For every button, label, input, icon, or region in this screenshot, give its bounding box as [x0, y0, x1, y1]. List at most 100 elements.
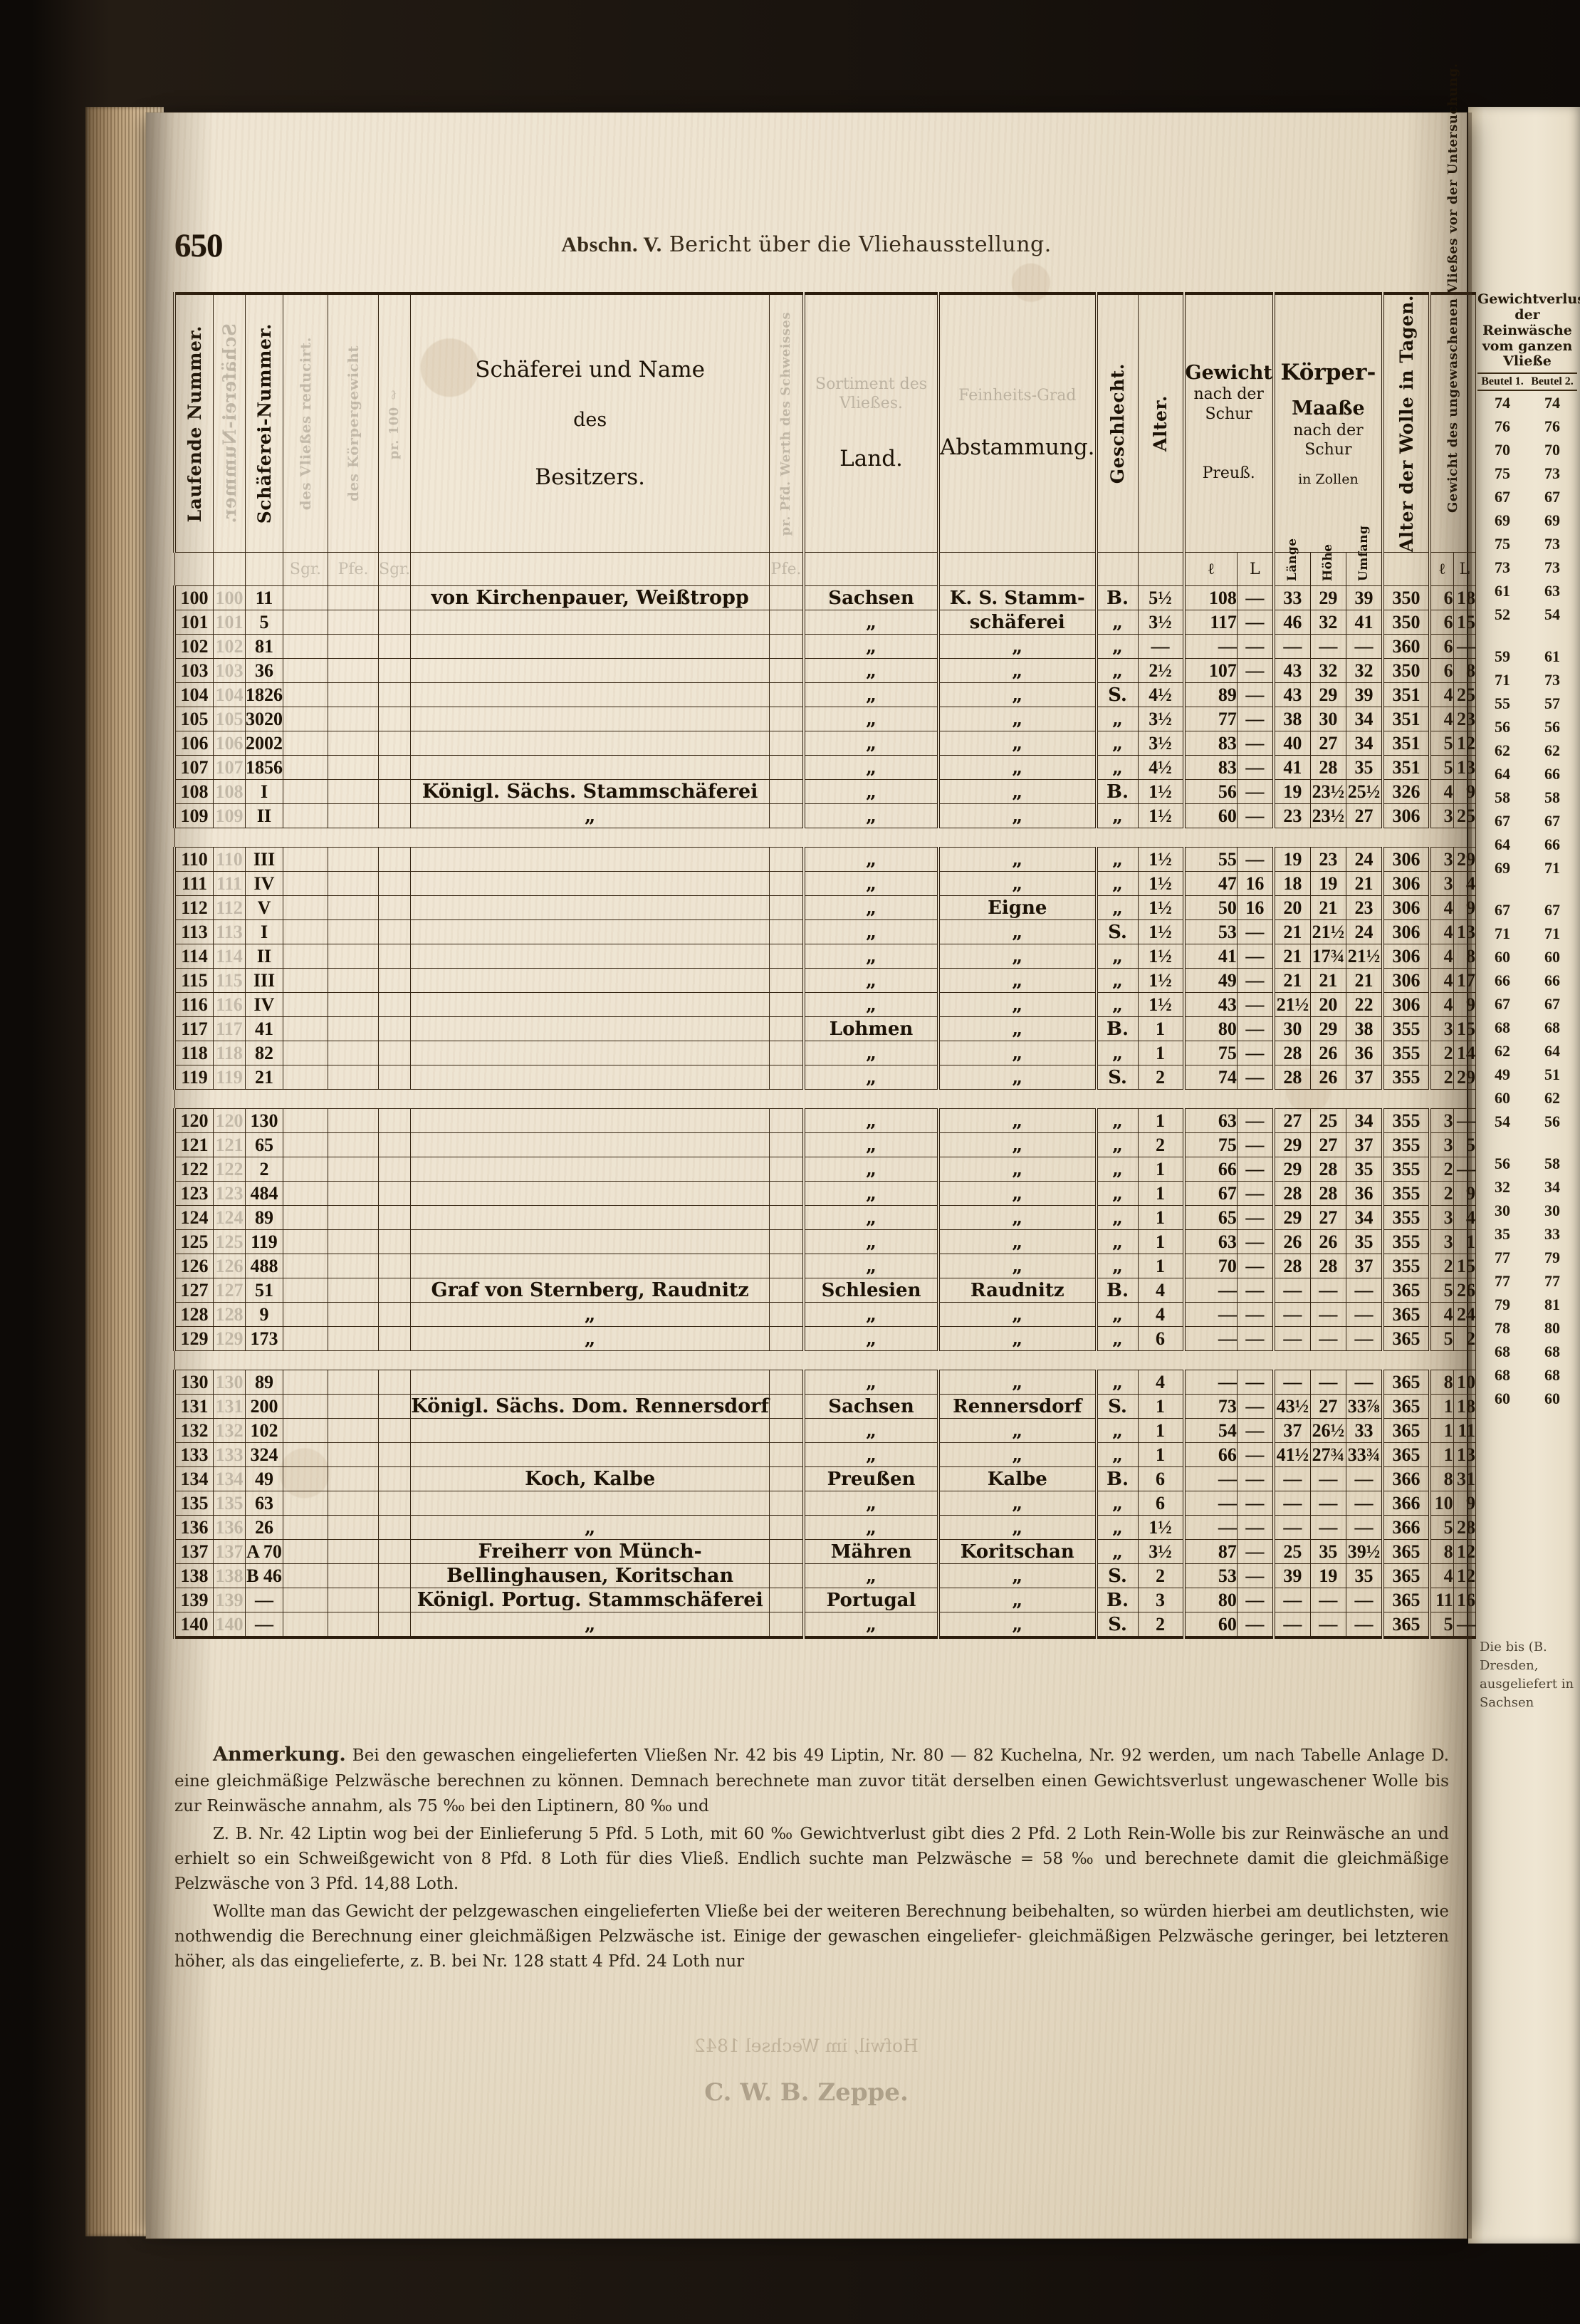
cell-lfd-ghost: 121	[213, 1132, 246, 1158]
cell-ungew-pfund: 6	[1428, 634, 1454, 660]
cell-laufende-nummer: 100	[173, 585, 214, 611]
right-page-row: 67 67	[1477, 992, 1577, 1016]
cell-laenge: 43	[1272, 682, 1311, 708]
th-werth-ghost-b: des Körpergewicht	[328, 292, 379, 553]
right-page-beutel2-value: 80	[1544, 1319, 1560, 1338]
spacer-cell	[174, 828, 1476, 848]
right-page-beutel1-value: 60	[1495, 1089, 1510, 1108]
right-page-row: 68 68	[1477, 1340, 1577, 1363]
cell-geschlecht: B.	[1094, 779, 1139, 805]
cell-hoehe: 25	[1309, 1108, 1346, 1134]
right-page-beutel1-value: 59	[1495, 647, 1510, 666]
cell-werth-b	[328, 1041, 379, 1066]
cell-gewicht-pfund: 74	[1182, 1065, 1238, 1090]
cell-ungew-loth: —	[1453, 1157, 1477, 1182]
running-head: Abschn. V. Bericht über die Vliehausstel…	[146, 232, 1467, 257]
cell-werth-a	[283, 1278, 328, 1303]
table-row: 130 130 89 „ „ „ 4— — — — —365 8 10	[173, 1370, 1477, 1395]
right-page-row: 77 77	[1477, 1269, 1577, 1293]
cell-alter-wolle: 306	[1381, 919, 1430, 945]
cell-umfang: 39	[1345, 585, 1383, 611]
right-page-row: 60 62	[1477, 1086, 1577, 1110]
cell-schaeferei-nummer: 36	[245, 658, 283, 684]
right-page-beutel2-value: 74	[1544, 394, 1560, 412]
cell-alter: 1½	[1137, 919, 1185, 945]
cell-laufende-nummer: 139	[173, 1588, 214, 1613]
right-page-beutel2-value: 73	[1544, 671, 1560, 689]
right-page-beutel2-value: 57	[1544, 694, 1560, 713]
cell-lfd-ghost: 108	[213, 779, 246, 805]
cell-umfang: 38	[1345, 1016, 1383, 1042]
cell-gewicht-pfund: 50	[1182, 895, 1238, 921]
cell-gewicht-pfund: —	[1182, 1370, 1238, 1395]
cell-schaeferei-nummer: 1826	[245, 682, 283, 708]
cell-laenge: —	[1272, 634, 1311, 660]
cell-lfd-ghost: 117	[213, 1016, 246, 1042]
right-page-row: 60 60	[1477, 945, 1577, 969]
cell-abstammung: schäferei	[937, 610, 1097, 635]
cell-laufende-nummer: 128	[173, 1302, 214, 1328]
cell-gewicht-loth: —	[1236, 1181, 1275, 1207]
right-page-spacer	[1477, 626, 1577, 645]
cell-laenge: 41½	[1272, 1442, 1311, 1468]
cell-gewicht-pfund: 60	[1182, 1612, 1238, 1640]
cell-alter: 1½	[1137, 992, 1185, 1018]
right-page-row: 69 69	[1477, 509, 1577, 532]
right-page-row: 73 73	[1477, 556, 1577, 579]
cell-laufende-nummer: 120	[173, 1108, 214, 1134]
cell-werth-b	[328, 1539, 379, 1565]
cell-werth-c	[377, 847, 412, 872]
cell-land: „	[802, 895, 939, 921]
right-page-spacer	[1477, 1133, 1577, 1152]
cell-laufende-nummer: 110	[173, 847, 214, 872]
cell-werth-pfund	[769, 755, 805, 781]
cell-gewicht-pfund: 63	[1182, 1229, 1238, 1255]
cell-alter: 1	[1137, 1041, 1185, 1066]
cell-ungew-pfund: 2	[1428, 1157, 1454, 1182]
cell-laenge: 29	[1272, 1132, 1311, 1158]
cell-lfd-ghost: 124	[213, 1205, 246, 1231]
cell-ungew-pfund: 5	[1428, 1612, 1454, 1640]
cell-lfd-ghost: 138	[213, 1563, 246, 1589]
cell-hoehe: 27	[1309, 1205, 1346, 1231]
cell-werth-a	[283, 1181, 328, 1207]
cell-ungew-loth: 4	[1453, 871, 1477, 897]
right-page-beutel1-value: 52	[1495, 605, 1510, 624]
cell-umfang: 34	[1345, 731, 1383, 756]
th-gewicht-group: Gewicht nach der Schur Preuß.	[1182, 292, 1275, 553]
footnote-p3: Wollte man das Gewicht der pelzgewaschen…	[174, 1902, 1449, 1971]
cell-hoehe: 32	[1309, 610, 1346, 635]
cell-ungew-loth: 16	[1453, 1588, 1477, 1613]
cell-alter: 1	[1137, 1442, 1185, 1468]
cell-hoehe: —	[1309, 1588, 1346, 1613]
cell-gewicht-pfund: 55	[1182, 847, 1238, 872]
cell-ungew-loth: 17	[1453, 968, 1477, 994]
cell-werth-b	[328, 944, 379, 969]
cell-werth-c	[377, 1254, 412, 1279]
cell-werth-c	[377, 707, 412, 732]
cell-werth-c	[377, 682, 412, 708]
table-row: 118 118 82 „ „ „ 1 75—28 26 36 355 2 14	[173, 1041, 1477, 1066]
cell-schaeferei-nummer: 51	[245, 1278, 283, 1303]
right-page-beutel2-value: 67	[1544, 995, 1560, 1014]
cell-owner-name	[410, 1041, 770, 1066]
cell-ungew-loth: 1	[1453, 1229, 1477, 1255]
cell-land: „	[802, 658, 939, 684]
cell-werth-pfund	[769, 585, 805, 611]
cell-werth-b	[328, 682, 379, 708]
cell-abstammung: „	[937, 1515, 1097, 1541]
cell-laufende-nummer: 118	[173, 1041, 214, 1066]
cell-geschlecht: „	[1094, 1041, 1139, 1066]
right-page-beutel2-value: 66	[1544, 765, 1560, 783]
cell-schaeferei-nummer: II	[245, 803, 283, 829]
cell-gewicht-loth: —	[1236, 1205, 1275, 1231]
cell-gewicht-pfund: 75	[1182, 1132, 1238, 1158]
cell-werth-c	[377, 803, 412, 829]
cell-land: Preußen	[802, 1466, 939, 1492]
right-page-beutel2-value: 79	[1544, 1249, 1560, 1267]
right-page-beutel1-value: 77	[1495, 1272, 1510, 1291]
th-schaeferei-nummer-ghost: Schäferei-Nummer.	[213, 292, 246, 553]
cell-geschlecht: „	[1094, 1302, 1139, 1328]
right-page-beutel1-value: 64	[1495, 765, 1510, 783]
cell-ungew-pfund: 1	[1428, 1394, 1454, 1419]
